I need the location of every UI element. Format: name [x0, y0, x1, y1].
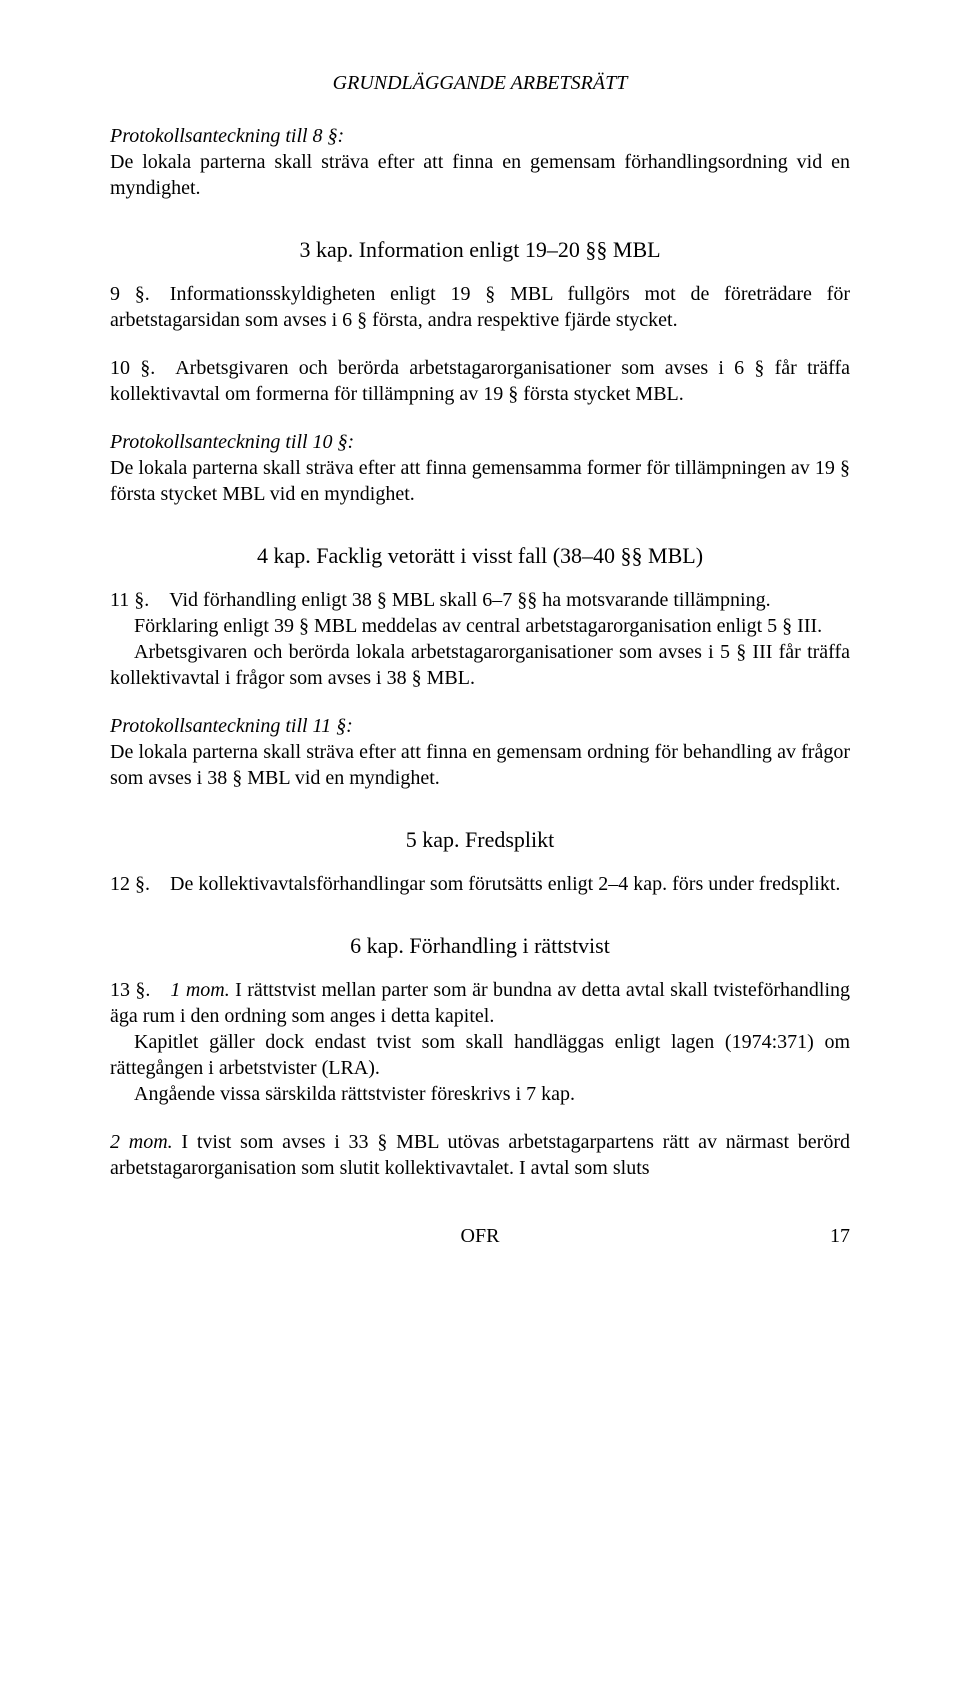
kap6-p13-mom1: 1 mom.	[170, 979, 229, 1001]
kap4-title: 4 kap. Facklig vetorätt i visst fall (38…	[110, 543, 850, 569]
kap6-p13c: Angående vissa särskilda rättstvister fö…	[110, 1081, 850, 1107]
kap5-p12: 12 §. De kollektivavtalsförhandlingar so…	[110, 871, 850, 897]
footer-center: OFR	[110, 1225, 850, 1248]
page-footer: OFR 17	[110, 1225, 850, 1251]
protokoll-11-title: Protokollsanteckning till 11 §:	[110, 713, 850, 739]
kap4-p11a: 11 §. Vid förhandling enligt 38 § MBL sk…	[110, 587, 850, 613]
kap6-p2mom-body: I tvist som avses i 33 § MBL utövas arbe…	[110, 1131, 850, 1179]
kap3-p9: 9 §. Informationsskyldigheten enligt 19 …	[110, 281, 850, 333]
kap3-title: 3 kap. Information enligt 19–20 §§ MBL	[110, 237, 850, 263]
kap6-p13b: Kapitlet gäller dock endast tvist som sk…	[110, 1029, 850, 1081]
kap5-title: 5 kap. Fredsplikt	[110, 827, 850, 853]
running-header: GRUNDLÄGGANDE ARBETSRÄTT	[110, 72, 850, 95]
kap6-p13-prefix: 13 §.	[110, 979, 170, 1001]
kap6-p13a: 13 §. 1 mom. I rättstvist mellan parter …	[110, 977, 850, 1029]
kap6-p2mom: 2 mom. I tvist som avses i 33 § MBL utöv…	[110, 1129, 850, 1181]
kap3-p10: 10 §. Arbetsgivaren och berörda arbetsta…	[110, 355, 850, 407]
kap4-p11c: Arbetsgivaren och berörda lokala arbetst…	[110, 639, 850, 691]
protokoll-8-body: De lokala parterna skall sträva efter at…	[110, 149, 850, 201]
protokoll-10-title: Protokollsanteckning till 10 §:	[110, 429, 850, 455]
protokoll-10-body: De lokala parterna skall sträva efter at…	[110, 455, 850, 507]
protokoll-8-title: Protokollsanteckning till 8 §:	[110, 123, 850, 149]
kap4-p11b: Förklaring enligt 39 § MBL meddelas av c…	[110, 613, 850, 639]
kap6-title: 6 kap. Förhandling i rättstvist	[110, 933, 850, 959]
protokoll-11-body: De lokala parterna skall sträva efter at…	[110, 739, 850, 791]
footer-page-number: 17	[830, 1225, 850, 1248]
kap6-p2mom-label: 2 mom.	[110, 1131, 173, 1153]
